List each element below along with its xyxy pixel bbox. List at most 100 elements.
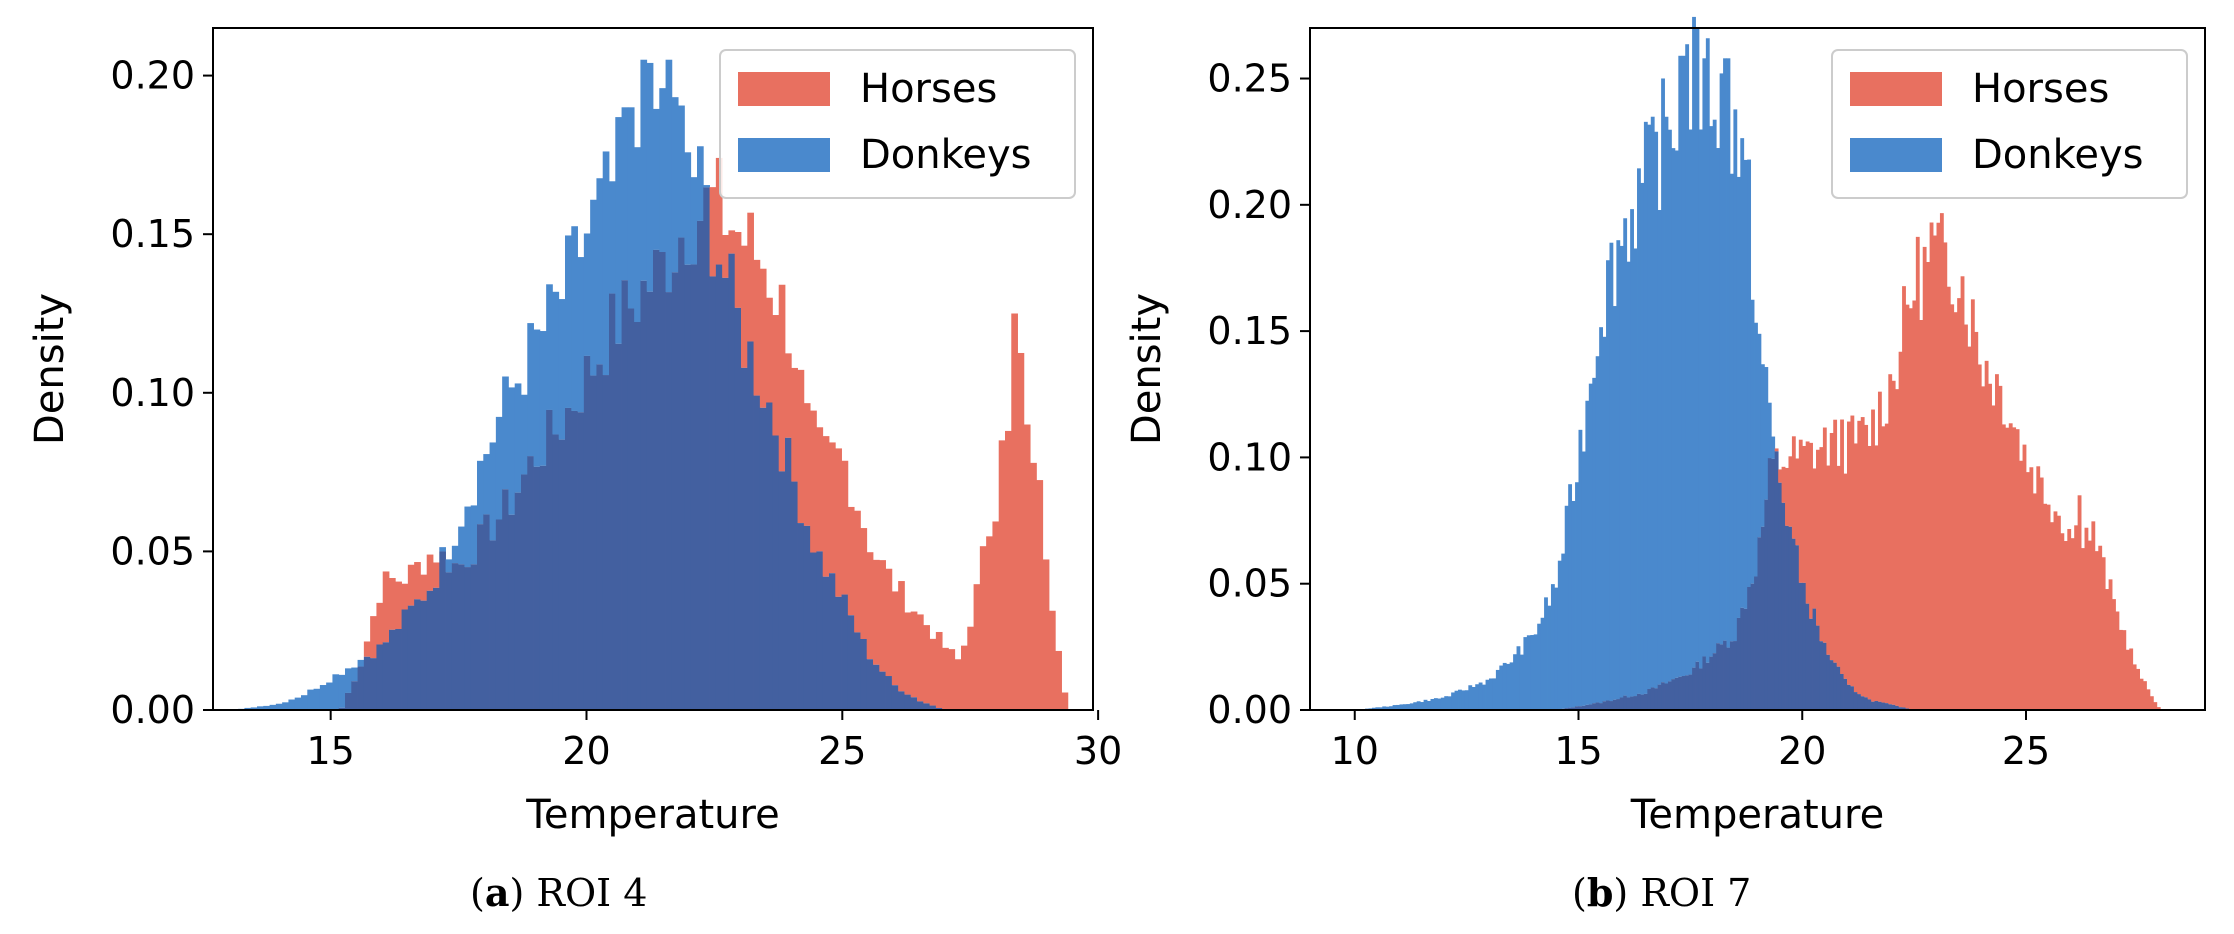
y-tick-label: 0.25	[1207, 57, 1292, 101]
horses-bar	[395, 581, 402, 629]
horses-bar	[2005, 427, 2010, 710]
overlap-bar	[1871, 701, 1875, 710]
overlap-bar	[1709, 656, 1714, 710]
overlap-bar	[1774, 451, 1779, 710]
horses-bar	[2094, 551, 2099, 710]
horses-bar	[1850, 415, 1855, 687]
donkeys-bar	[1392, 705, 1397, 710]
donkeys-bar	[1733, 109, 1738, 642]
x-tick-label: 30	[1074, 729, 1122, 773]
horses-bar	[979, 546, 987, 710]
horses-bar	[722, 234, 729, 278]
donkeys-bar	[621, 107, 629, 281]
y-tick-label: 0.15	[1207, 309, 1292, 353]
overlap-bar	[1633, 696, 1638, 710]
horses-bar	[1919, 320, 1924, 710]
overlap-bar	[1726, 647, 1731, 710]
donkeys-bar	[464, 506, 472, 568]
donkeys-bar	[1471, 686, 1476, 710]
overlap-bar	[451, 563, 459, 710]
overlap-bar	[722, 277, 729, 710]
donkeys-bar	[1657, 210, 1662, 685]
horses-bar	[2136, 668, 2140, 710]
horses-bar	[1988, 383, 1992, 710]
overlap-bar	[1902, 707, 1906, 710]
horses-bar	[734, 232, 742, 308]
horses-bar	[791, 367, 798, 482]
caption-roi-7: (b) ROI 7	[1572, 870, 1752, 915]
overlap-bar	[420, 600, 428, 710]
overlap-bar	[866, 659, 874, 710]
horses-bar	[2053, 511, 2058, 710]
donkeys-bar	[1416, 701, 1421, 710]
overlap-bar	[1809, 618, 1813, 710]
donkeys-bar	[1519, 654, 1524, 710]
donkeys-bar	[1688, 129, 1693, 675]
overlap-bar	[1754, 576, 1758, 710]
horses-bar	[2139, 678, 2144, 710]
donkeys-bar	[684, 152, 692, 265]
donkeys-bar	[1550, 584, 1555, 710]
donkeys-bar	[1643, 121, 1648, 694]
x-tick-label: 15	[306, 729, 354, 773]
donkeys-bar	[1509, 662, 1514, 710]
overlap-bar	[1860, 696, 1865, 710]
horses-bar	[860, 528, 868, 640]
horses-bar	[2091, 521, 2096, 710]
y-axis-label: Density	[27, 293, 73, 445]
horses-bar	[728, 230, 736, 254]
overlap-bar	[715, 264, 723, 710]
donkeys-bar	[1581, 451, 1586, 706]
donkeys-bar	[1540, 617, 1545, 710]
overlap-bar	[822, 576, 830, 710]
donkeys-bar	[477, 460, 484, 525]
overlap-bar	[816, 551, 824, 710]
horses-bar	[1826, 465, 1831, 655]
overlap-bar	[753, 395, 761, 710]
caption-label: a	[484, 870, 510, 915]
overlap-bar	[728, 253, 736, 711]
overlap-bar	[1812, 608, 1817, 710]
y-tick-label: 0.00	[1207, 688, 1292, 732]
donkeys-bar	[1723, 58, 1727, 641]
overlap-bar	[1616, 699, 1621, 710]
donkeys-bar	[244, 707, 252, 710]
overlap-bar	[1805, 603, 1810, 710]
overlap-bar	[565, 407, 572, 710]
overlap-bar	[847, 615, 855, 710]
overlap-bar	[401, 609, 409, 710]
donkeys-bar	[263, 705, 270, 710]
horses-bar	[407, 564, 415, 606]
overlap-bar	[1612, 699, 1617, 710]
x-axis-label: Temperature	[525, 792, 779, 838]
overlap-bar	[835, 596, 842, 710]
y-tick-label: 0.05	[1207, 562, 1292, 606]
donkeys-bar	[269, 704, 277, 710]
horses-bar	[1957, 298, 1961, 710]
overlap-bar	[539, 465, 547, 710]
horses-bar	[1781, 466, 1786, 503]
legend-label-donkeys: Donkeys	[860, 132, 1031, 178]
horses-bar	[2084, 527, 2089, 710]
horses-bar	[747, 212, 754, 342]
horses-bar	[1960, 276, 1965, 710]
donkeys-bar	[703, 185, 710, 188]
overlap-bar	[873, 664, 880, 710]
donkeys-bar	[527, 323, 534, 457]
horses-bar	[1822, 427, 1827, 643]
overlap-bar	[1606, 700, 1610, 710]
overlap-bar	[1888, 704, 1893, 710]
overlap-bar	[1795, 545, 1800, 710]
overlap-bar	[621, 280, 629, 710]
donkeys-bar	[596, 178, 604, 365]
donkeys-bar	[646, 62, 654, 292]
donkeys-bar	[1547, 605, 1552, 710]
caption-text: ROI 4	[536, 871, 648, 915]
overlap-bar	[1688, 674, 1693, 710]
donkeys-bar	[1451, 692, 1455, 710]
donkeys-bar	[439, 547, 446, 552]
donkeys-bar	[1423, 699, 1428, 710]
overlap-bar	[1578, 706, 1583, 710]
overlap-bar	[1592, 703, 1597, 710]
horses-bar	[2074, 525, 2079, 710]
